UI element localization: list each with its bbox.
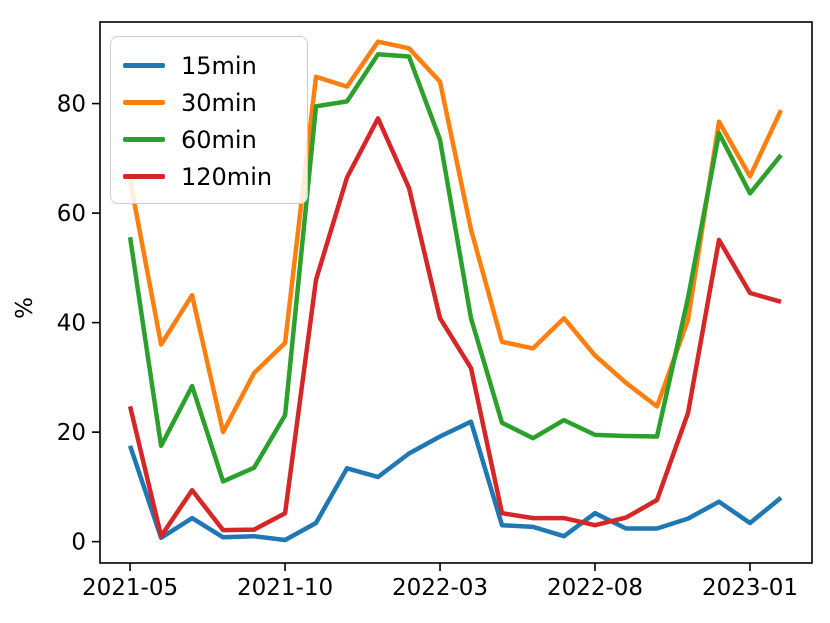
legend-label: 15min — [181, 51, 257, 80]
legend-label: 120min — [181, 162, 273, 191]
series-line-15min — [127, 419, 783, 543]
legend-label: 30min — [181, 88, 257, 117]
legend-entry-15min: 15min — [123, 47, 295, 84]
legend: 15min 30min 60min 120min — [110, 36, 308, 204]
legend-entry-120min: 120min — [123, 158, 295, 195]
legend-entry-60min: 60min — [123, 121, 295, 158]
legend-line-icon — [123, 137, 165, 142]
y-axis-label: % — [11, 297, 38, 319]
legend-entry-30min: 30min — [123, 84, 295, 121]
x-tick-label: 2023-01 — [702, 575, 798, 601]
y-tick-label: 20 — [57, 420, 86, 446]
series-line-60min — [127, 52, 783, 484]
x-tick-label: 2022-08 — [547, 575, 643, 601]
legend-line-icon — [123, 100, 165, 105]
y-tick-label: 40 — [57, 311, 86, 337]
y-tick-label: 80 — [57, 92, 86, 118]
x-tick-label: 2021-10 — [237, 575, 333, 601]
y-tick-label: 0 — [71, 530, 86, 556]
x-tick-label: 2021-05 — [82, 575, 178, 601]
legend-line-icon — [123, 174, 165, 179]
legend-label: 60min — [181, 125, 257, 154]
legend-line-icon — [123, 63, 165, 68]
y-tick-label: 60 — [57, 201, 86, 227]
axes-frame — [99, 21, 813, 564]
x-tick-label: 2022-03 — [392, 575, 488, 601]
series-line-120min — [127, 116, 782, 539]
